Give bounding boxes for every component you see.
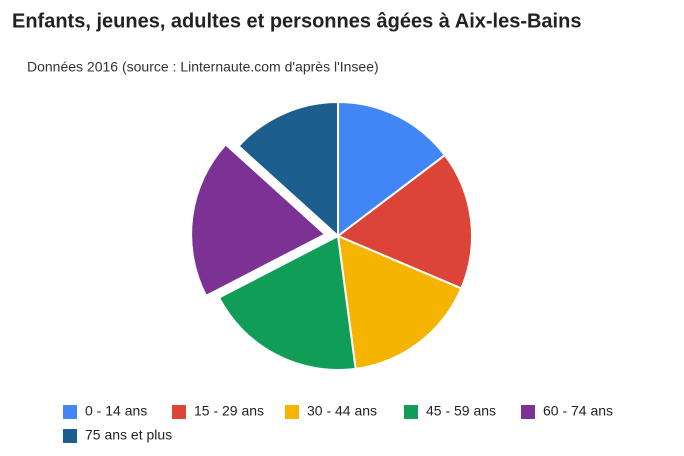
pie-slice [190, 143, 327, 298]
legend-label: 45 - 59 ans [426, 403, 496, 419]
pie-slice [336, 153, 473, 290]
legend-swatch [63, 405, 77, 419]
legend-label: 0 - 14 ans [85, 403, 147, 419]
pie-slice [217, 234, 357, 371]
legend-label: 15 - 29 ans [194, 403, 264, 419]
legend-swatch [172, 405, 186, 419]
legend-label: 60 - 74 ans [543, 403, 613, 419]
chart-subtitle: Données 2016 (source : Linternaute.com d… [27, 59, 379, 75]
legend-label: 75 ans et plus [85, 427, 172, 443]
pie-slice [337, 100, 447, 239]
legend-swatch [404, 405, 418, 419]
chart-title: Enfants, jeunes, adultes et personnes âg… [12, 10, 581, 32]
pie-slice [237, 100, 339, 239]
legend-swatch [63, 429, 77, 443]
legend-swatch [285, 405, 299, 419]
legend-swatch [521, 405, 535, 419]
pie-slice [336, 234, 463, 370]
legend-label: 30 - 44 ans [307, 403, 377, 419]
